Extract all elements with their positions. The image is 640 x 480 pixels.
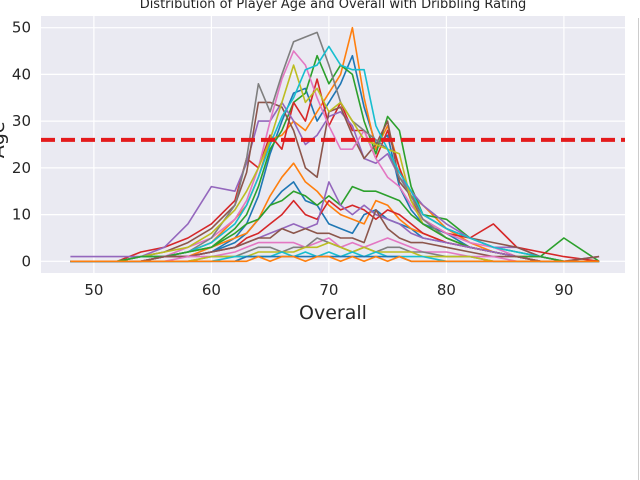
- y-tick-label: 50: [12, 19, 31, 37]
- chart-title: Distribution of Player Age and Overall w…: [140, 0, 527, 12]
- x-tick-label: 80: [437, 281, 456, 299]
- y-tick-label: 20: [12, 159, 31, 177]
- x-tick-label: 90: [554, 281, 573, 299]
- grid-lines: [41, 16, 625, 273]
- y-tick-label: 40: [12, 65, 31, 83]
- x-tick-label: 70: [319, 281, 338, 299]
- y-tick-label: 30: [12, 112, 31, 130]
- y-tick-labels: 0 10 20 30 40 50: [12, 19, 31, 271]
- y-tick-label: 0: [21, 252, 31, 270]
- plot-area: [41, 16, 625, 273]
- x-tick-labels: 50 60 70 80 90: [84, 281, 573, 299]
- y-tick-label: 10: [12, 206, 31, 224]
- x-axis-label: Overall: [299, 302, 367, 324]
- x-tick-label: 50: [84, 281, 103, 299]
- x-tick-label: 60: [202, 281, 221, 299]
- series-line-22: [70, 255, 600, 263]
- figure-edge: [638, 18, 639, 480]
- series-lines: [70, 26, 600, 263]
- y-axis-label: Age: [0, 121, 9, 158]
